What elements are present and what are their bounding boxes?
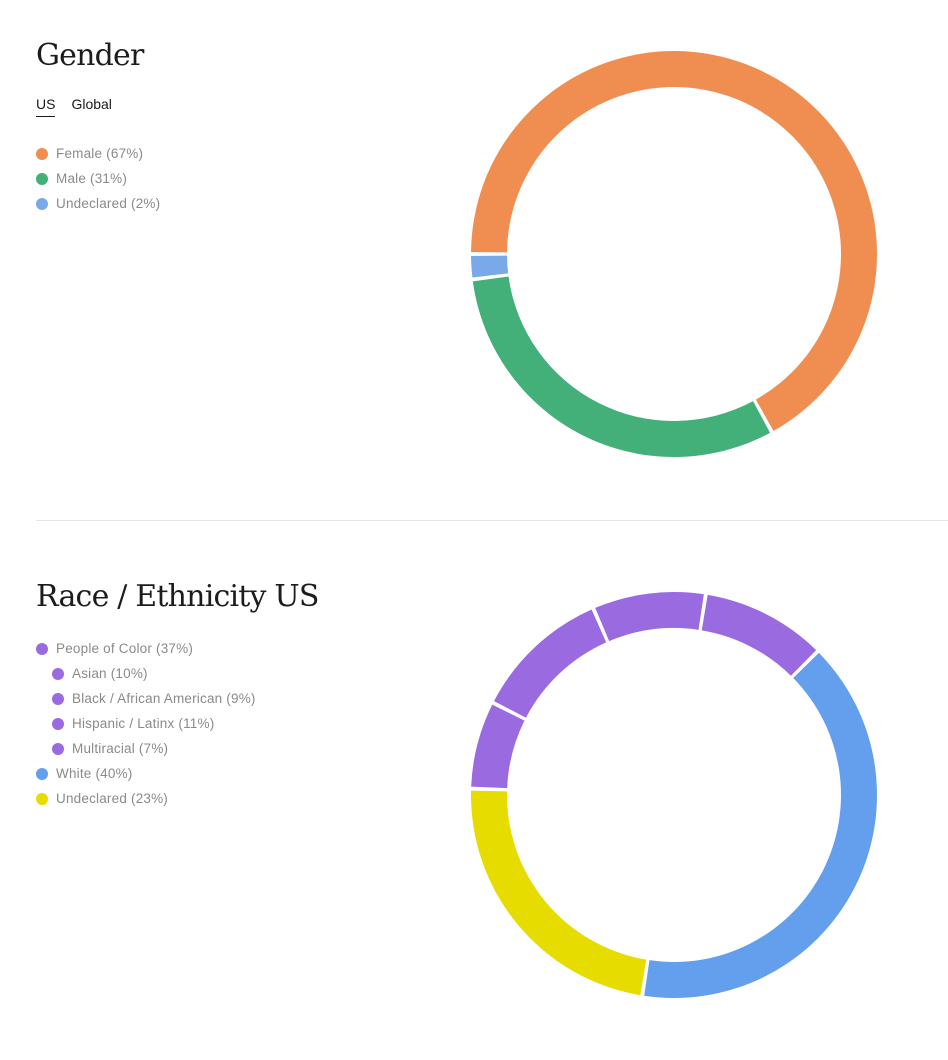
legend-item: Undeclared (2%) (36, 191, 160, 216)
donut-segment-multiracial (471, 704, 525, 789)
race-donut-chart (471, 592, 877, 998)
race-title: Race / Ethnicity US (36, 579, 319, 614)
legend-dot-icon (52, 692, 64, 705)
legend-label: Black / African American (9%) (72, 691, 256, 706)
legend-item: White (40%) (36, 761, 256, 786)
legend-dot-icon (52, 742, 64, 755)
race-section: Race / Ethnicity US People of Color (37%… (0, 521, 948, 1060)
donut-segment-black-african-american (595, 592, 704, 642)
legend-label: Female (67%) (56, 146, 144, 161)
section-divider (36, 520, 948, 521)
legend-dot-icon (36, 642, 48, 655)
gender-section: Gender US Global Female (67%) Male (31%) U… (0, 0, 948, 520)
legend-item: Black / African American (9%) (36, 686, 256, 711)
tab-us[interactable]: US (36, 96, 56, 117)
gender-title: Gender (36, 38, 144, 73)
legend-label: Multiracial (7%) (72, 741, 169, 756)
gender-legend: Female (67%) Male (31%) Undeclared (2%) (36, 141, 160, 216)
legend-label: Hispanic / Latinx (11%) (72, 716, 215, 731)
donut-segment-hispanic-latinx (494, 609, 607, 718)
legend-label: Undeclared (2%) (56, 196, 161, 211)
legend-dot-icon (36, 147, 48, 160)
legend-label: Asian (10%) (72, 666, 148, 681)
legend-dot-icon (36, 172, 48, 185)
donut-segment-male (472, 276, 771, 457)
legend-dot-icon (52, 667, 64, 680)
legend-item: Male (31%) (36, 166, 160, 191)
donut-segment-undeclared (471, 790, 647, 996)
legend-dot-icon (36, 767, 48, 780)
donut-segment-asian (701, 594, 817, 676)
legend-item: Hispanic / Latinx (11%) (36, 711, 256, 736)
legend-label: People of Color (37%) (56, 641, 194, 656)
gender-donut-chart (471, 51, 877, 457)
tab-global[interactable]: Global (71, 96, 112, 112)
region-tabs: US Global (36, 96, 112, 117)
legend-label: White (40%) (56, 766, 133, 781)
legend-item: People of Color (37%) (36, 636, 256, 661)
donut-segment-white (644, 652, 877, 998)
legend-item: Asian (10%) (36, 661, 256, 686)
legend-item: Multiracial (7%) (36, 736, 256, 761)
legend-dot-icon (52, 717, 64, 730)
race-legend: People of Color (37%) Asian (10%) Black / … (36, 636, 256, 811)
legend-label: Undeclared (23%) (56, 791, 169, 806)
legend-label: Male (31%) (56, 171, 128, 186)
legend-item: Undeclared (23%) (36, 786, 256, 811)
legend-dot-icon (36, 792, 48, 805)
legend-item: Female (67%) (36, 141, 160, 166)
legend-dot-icon (36, 197, 48, 210)
donut-segment-undeclared (471, 255, 509, 278)
